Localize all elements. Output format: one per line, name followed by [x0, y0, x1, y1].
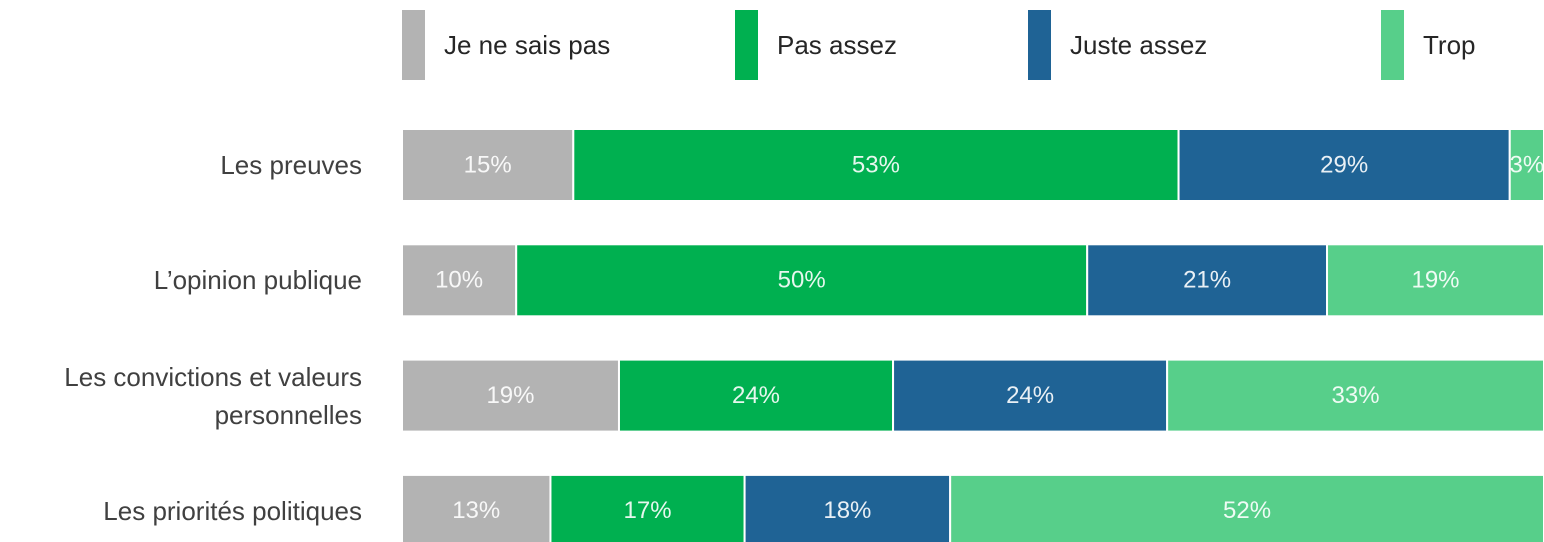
value-label: 24% [732, 382, 780, 409]
value-label: 15% [464, 151, 512, 178]
bar-segment [1086, 243, 1329, 318]
value-label: 19% [486, 382, 534, 409]
bar-segment [617, 358, 895, 433]
value-label: 53% [852, 151, 900, 178]
bar-segment [1326, 243, 1544, 318]
bar-segment [1166, 358, 1544, 433]
bar-segment [401, 358, 620, 433]
value-label: 17% [624, 497, 672, 524]
bar-segment [401, 128, 575, 202]
bar-segment [515, 243, 1089, 318]
legend-swatch [1028, 10, 1051, 80]
legend-swatch [735, 10, 758, 80]
legend-label: Je ne sais pas [444, 30, 610, 60]
value-label: 13% [452, 497, 500, 524]
value-label: 3% [1510, 151, 1544, 178]
bar-segment [549, 473, 746, 542]
category-label: Les convictions et valeurs personnelles [64, 361, 362, 430]
value-label: 19% [1411, 267, 1459, 294]
value-label: 52% [1223, 497, 1271, 524]
legend-label: Juste assez [1070, 30, 1207, 60]
value-label: 29% [1320, 151, 1368, 178]
value-label: 10% [435, 267, 483, 294]
value-label: 50% [778, 267, 826, 294]
bar-segment [892, 358, 1169, 433]
value-label: 33% [1332, 382, 1380, 409]
value-label: 21% [1183, 267, 1231, 294]
bar-segment [1508, 128, 1544, 202]
legend-swatch [1381, 10, 1404, 80]
value-label: 18% [823, 497, 871, 524]
value-label: 24% [1006, 382, 1054, 409]
bar-segment [1177, 128, 1511, 202]
category-label: L’opinion publique [153, 265, 362, 296]
legend-label: Pas assez [777, 30, 897, 60]
category-label: Les priorités politiques [103, 495, 362, 526]
legend-swatch [402, 10, 425, 80]
legend-label: Trop [1423, 30, 1476, 60]
category-label: Les preuves [220, 150, 362, 180]
bar-segment [949, 473, 1544, 542]
bar-segment [572, 128, 1180, 202]
bar-segment [401, 243, 518, 318]
